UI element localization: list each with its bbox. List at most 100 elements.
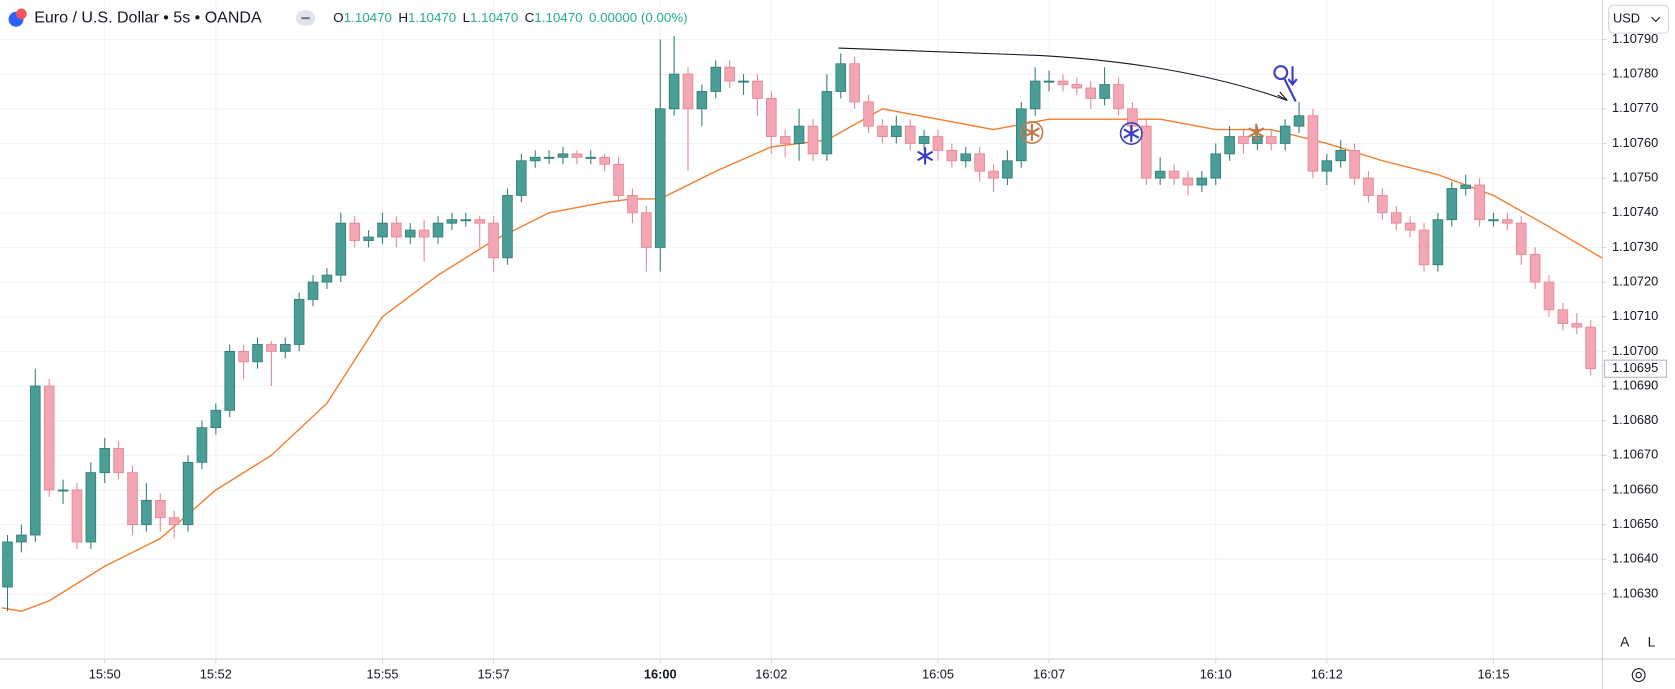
candle-body [141, 499, 152, 526]
ohlc-key: H [398, 10, 408, 25]
currency-button[interactable] [1608, 4, 1670, 34]
candle-body [1279, 125, 1291, 144]
candle-body [71, 489, 83, 543]
ohlc-value: 1.10470 [344, 10, 392, 25]
candle-body [432, 222, 444, 238]
candle-body [377, 222, 388, 238]
asterisk [1248, 123, 1265, 142]
x-tick-label: 16:15 [1477, 667, 1509, 682]
drawings [838, 47, 1298, 165]
candle-body [418, 229, 430, 238]
candle-body [752, 80, 763, 99]
candle-body [891, 125, 902, 137]
candle-body [266, 344, 277, 352]
y-tick-label: 1.10740 [1612, 204, 1658, 219]
candle-body [627, 195, 638, 214]
candle-body [1390, 212, 1402, 224]
candle-body [43, 385, 55, 491]
candle-body [363, 236, 374, 241]
candle-body [529, 156, 541, 162]
candle-body [1515, 222, 1527, 255]
time-axis: 15:50 15:52 15:55 15:57 16:00 16:02 16:05 16:07… [89, 659, 1509, 682]
settings-button[interactable] [1631, 668, 1646, 683]
change-value: 0.00000 (0.00%) [589, 10, 688, 25]
x-tick-label: 15:55 [366, 667, 398, 682]
candle-body [1210, 153, 1222, 179]
candle-body [738, 80, 749, 83]
candle-body [404, 229, 416, 238]
x-tick-label: 15:57 [478, 667, 510, 682]
signal-marker [1273, 65, 1298, 102]
candle-body [1543, 281, 1555, 311]
candle-body [349, 222, 360, 241]
gear-inner [1635, 671, 1642, 679]
candle-body [1571, 323, 1583, 328]
candle-body [127, 472, 138, 526]
y-tick-label: 1.10680 [1612, 412, 1658, 427]
currency-label: USD [1613, 11, 1640, 26]
x-tick-label: 16:05 [922, 667, 954, 682]
auto-scale-button[interactable]: A [1620, 634, 1630, 650]
x-tick-label: 16:02 [755, 667, 787, 682]
candle-body [821, 91, 833, 155]
candle-body [779, 136, 791, 144]
candle-body [1085, 87, 1097, 99]
candle-body [793, 125, 805, 144]
candle-body [182, 461, 194, 526]
arrow-head [1277, 91, 1288, 101]
y-tick-label: 1.10720 [1612, 273, 1658, 288]
candle-body [238, 350, 249, 363]
candle-body [210, 409, 222, 429]
x-tick-label: 15:50 [89, 667, 121, 682]
candle-body [1224, 136, 1235, 155]
x-tick-label: 16:07 [1033, 667, 1065, 682]
candle-body [1293, 115, 1305, 127]
candle-body [668, 73, 680, 110]
candle-body [1321, 160, 1333, 172]
candle-body [960, 153, 972, 162]
price-axis: 1.10630 1.10640 1.10650 1.10660 1.10670 1.106… [1602, 31, 1667, 600]
candle-body [904, 125, 916, 144]
candle-body [1446, 188, 1458, 221]
candle-body [252, 344, 263, 363]
candle-body [877, 125, 888, 137]
candle-body [391, 222, 402, 238]
candle-body [974, 153, 985, 172]
candle-body [446, 219, 458, 224]
candle-body [2, 541, 13, 588]
last-price-label: 1.10695 [1612, 360, 1658, 375]
candle-body [196, 427, 208, 463]
candle-body [1238, 136, 1249, 144]
asterisk [917, 147, 934, 165]
candle-body [113, 447, 124, 474]
candle-body [1529, 253, 1541, 283]
gear-outer [1631, 668, 1646, 683]
candle-body [1252, 136, 1263, 144]
candle-body [293, 298, 305, 345]
candle-body [1307, 115, 1319, 172]
x-tick-label: 15:52 [200, 667, 232, 682]
candle-body [1002, 160, 1013, 179]
candle-body [1071, 84, 1083, 89]
asterisk-circled [1020, 120, 1044, 144]
candle-body [307, 281, 319, 300]
candle-body [57, 489, 69, 492]
symbol-title: Euro / U.S. Dollar • 5s • OANDA [34, 8, 262, 26]
candle-body [1432, 219, 1444, 266]
log-scale-button[interactable]: L [1648, 634, 1656, 650]
y-tick-label: 1.10630 [1612, 585, 1658, 600]
ohlc-value: 1.10470 [470, 10, 518, 25]
candle-body [1029, 80, 1041, 110]
ohlc-key: L [463, 10, 470, 25]
y-tick-label: 1.10730 [1612, 239, 1658, 254]
candle-body [1474, 184, 1485, 221]
candle-body [1182, 177, 1194, 186]
candle-body [224, 350, 236, 411]
candle-body [654, 108, 666, 248]
y-tick-label: 1.10790 [1612, 31, 1658, 46]
candle-body [335, 222, 347, 276]
y-tick-label: 1.10700 [1612, 343, 1658, 358]
candle-body [279, 344, 291, 352]
